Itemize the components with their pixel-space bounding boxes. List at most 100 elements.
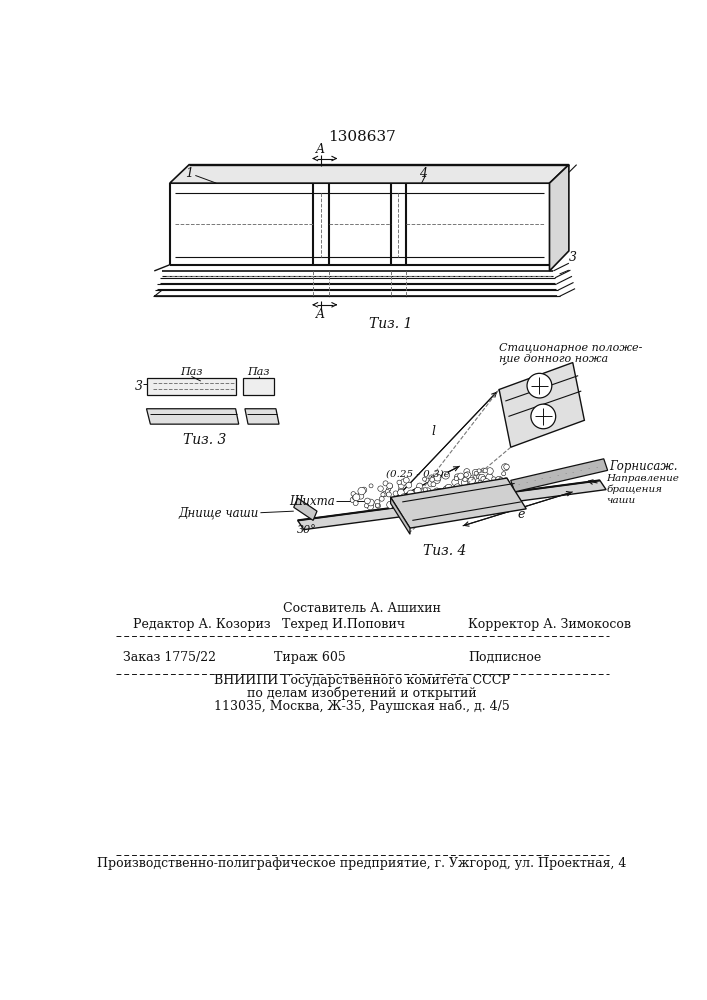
Circle shape	[375, 503, 380, 508]
Circle shape	[433, 488, 440, 495]
Circle shape	[474, 489, 481, 496]
Circle shape	[383, 481, 388, 486]
Polygon shape	[298, 480, 606, 530]
Circle shape	[436, 489, 442, 495]
Circle shape	[380, 496, 384, 501]
Circle shape	[462, 481, 470, 489]
Circle shape	[406, 482, 411, 488]
Circle shape	[353, 494, 360, 501]
Text: .: .	[595, 462, 597, 470]
Polygon shape	[243, 378, 274, 395]
Circle shape	[429, 475, 434, 480]
Text: по делам изобретений и открытий: по делам изобретений и открытий	[247, 687, 477, 700]
Circle shape	[493, 484, 499, 489]
Text: .: .	[533, 475, 535, 483]
Circle shape	[430, 477, 435, 482]
Circle shape	[471, 483, 477, 489]
Polygon shape	[146, 378, 235, 395]
Circle shape	[382, 491, 387, 497]
Circle shape	[385, 489, 390, 494]
Circle shape	[501, 464, 509, 471]
Circle shape	[425, 478, 429, 482]
Circle shape	[433, 476, 440, 484]
Circle shape	[443, 486, 451, 493]
Circle shape	[375, 503, 380, 507]
Text: Τиз. 4: Τиз. 4	[423, 544, 467, 558]
Circle shape	[387, 501, 394, 508]
Circle shape	[486, 474, 493, 481]
Circle shape	[386, 492, 391, 497]
Circle shape	[401, 494, 406, 498]
Circle shape	[472, 469, 479, 476]
Text: Шихта: Шихта	[289, 495, 335, 508]
Circle shape	[361, 487, 367, 493]
Polygon shape	[510, 459, 607, 492]
Text: Τиз. 3: Τиз. 3	[183, 433, 226, 447]
Circle shape	[414, 487, 421, 494]
Circle shape	[443, 493, 450, 501]
Circle shape	[368, 499, 374, 506]
Circle shape	[479, 474, 486, 481]
Circle shape	[397, 480, 402, 485]
Text: Составитель А. Ашихин: Составитель А. Ашихин	[283, 602, 441, 615]
Circle shape	[399, 487, 403, 492]
Text: 30°: 30°	[297, 525, 317, 535]
Circle shape	[381, 493, 385, 497]
Circle shape	[387, 483, 392, 489]
Text: Днище чаши: Днище чаши	[178, 506, 259, 519]
Text: Тираж 605: Тираж 605	[274, 651, 346, 664]
Circle shape	[402, 499, 407, 504]
Polygon shape	[245, 409, 279, 424]
Text: Подписное: Подписное	[468, 651, 542, 664]
Circle shape	[407, 499, 411, 503]
Text: Корректор А. Зимокосов: Корректор А. Зимокосов	[468, 618, 631, 631]
Circle shape	[502, 472, 506, 476]
Circle shape	[476, 478, 481, 484]
Circle shape	[369, 484, 373, 488]
Text: Горнисаж.: Горнисаж.	[609, 460, 678, 473]
Text: .: .	[564, 468, 566, 476]
Text: 113035, Москва, Ж-35, Раушская наб., д. 4/5: 113035, Москва, Ж-35, Раушская наб., д. …	[214, 700, 510, 713]
Circle shape	[365, 498, 370, 504]
Text: Производственно-полиграфическое предприятие, г. Ужгород, ул. Проектная, 4: Производственно-полиграфическое предприя…	[98, 857, 626, 870]
Circle shape	[445, 487, 451, 494]
Polygon shape	[499, 363, 585, 447]
Text: .: .	[525, 477, 527, 485]
Circle shape	[358, 487, 366, 495]
Circle shape	[477, 469, 481, 473]
Circle shape	[433, 494, 440, 502]
Circle shape	[464, 473, 469, 477]
Circle shape	[531, 404, 556, 429]
Text: 4: 4	[419, 167, 427, 180]
Circle shape	[508, 485, 513, 491]
Circle shape	[497, 487, 503, 493]
Circle shape	[464, 472, 471, 479]
Circle shape	[434, 474, 441, 481]
Circle shape	[454, 492, 459, 497]
Circle shape	[481, 487, 488, 493]
Circle shape	[453, 485, 459, 490]
Circle shape	[483, 479, 490, 486]
Circle shape	[527, 373, 552, 398]
Circle shape	[486, 468, 493, 474]
Circle shape	[423, 477, 426, 481]
Circle shape	[477, 474, 481, 478]
Circle shape	[481, 476, 486, 481]
Circle shape	[478, 490, 482, 494]
Circle shape	[401, 479, 407, 485]
Polygon shape	[170, 165, 569, 183]
Text: .: .	[572, 467, 574, 475]
Circle shape	[415, 494, 421, 500]
Polygon shape	[391, 497, 410, 534]
Circle shape	[431, 482, 436, 487]
Text: .: .	[541, 473, 543, 481]
Circle shape	[367, 503, 373, 510]
Circle shape	[456, 492, 462, 497]
Circle shape	[454, 476, 458, 481]
Circle shape	[499, 477, 503, 481]
Text: e: e	[517, 508, 525, 521]
Circle shape	[454, 484, 461, 491]
Text: .: .	[587, 463, 590, 471]
Circle shape	[378, 486, 383, 491]
Text: Паз: Паз	[180, 367, 203, 377]
